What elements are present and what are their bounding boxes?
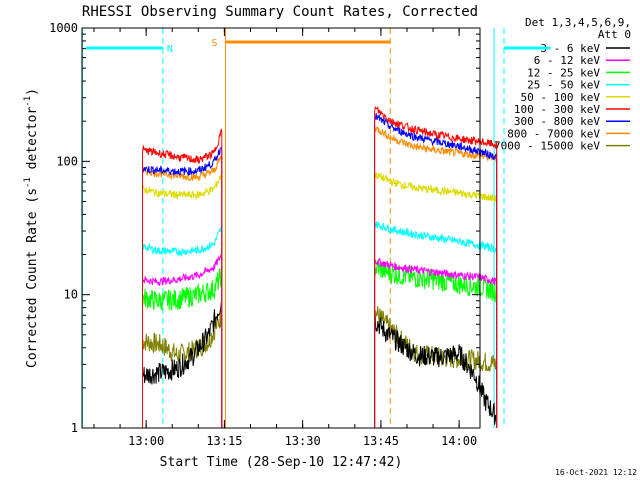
series-ff00ff-segment-2 — [374, 258, 498, 428]
plot-frame — [81, 27, 481, 429]
series-00ffff-segment-2 — [374, 221, 498, 428]
series-808000-segment-1 — [142, 310, 223, 428]
series-ff0000-segment-1 — [142, 128, 223, 428]
saa-flag-label: S — [211, 38, 217, 49]
series-ff8c00-segment-2 — [374, 125, 498, 428]
axis-ticks: 1 10 100 1000 13:00 13:15 13:30 13:45 14:00 — [49, 21, 480, 448]
series-dcdc00-segment-1 — [142, 171, 223, 428]
flag-lines: NS — [82, 28, 551, 428]
legend-label-dcdc00: 50 - 100 keV — [521, 91, 601, 104]
legend-label-808000: 7000 - 15000 keV — [494, 140, 600, 153]
series-000000-segment-1 — [142, 302, 223, 428]
legend-label-0000ff: 300 - 800 keV — [514, 115, 600, 128]
x-tick-label: 14:00 — [441, 434, 477, 448]
y-tick-label: 10 — [64, 288, 78, 302]
legend-label-00ffff: 25 - 50 keV — [527, 79, 600, 92]
series-0000ff-segment-2 — [374, 112, 498, 428]
series-dcdc00-segment-2 — [374, 172, 498, 428]
x-tick-label: 13:15 — [206, 434, 242, 448]
legend-header-attenuator: Att 0 — [598, 28, 631, 41]
series-00ffff-segment-1 — [142, 223, 223, 428]
y-tick-label: 1000 — [49, 21, 78, 35]
series-lines — [142, 105, 498, 428]
legend-header-detectors: Det 1,3,4,5,6,9, — [525, 16, 631, 29]
chart-title: RHESSI Observing Summary Count Rates, Co… — [82, 4, 478, 20]
series-000000-segment-2 — [374, 316, 498, 428]
legend-label-00ff00: 12 - 25 keV — [527, 66, 600, 79]
y-tick-label: 100 — [56, 154, 78, 168]
x-tick-label: 13:00 — [128, 434, 164, 448]
series-00ff00-segment-1 — [142, 266, 223, 428]
legend-label-ff0000: 100 - 300 keV — [514, 103, 600, 116]
timestamp: 16-Oct-2021 12:12 — [555, 468, 637, 477]
series-ff00ff-segment-1 — [142, 253, 223, 428]
x-tick-label: 13:45 — [363, 434, 399, 448]
x-tick-label: 13:30 — [285, 434, 321, 448]
night-flag-label: N — [167, 44, 173, 55]
series-ff0000-segment-2 — [374, 105, 498, 428]
y-tick-label: 1 — [71, 421, 78, 435]
series-0000ff-segment-1 — [142, 146, 223, 428]
series-00ff00-segment-2 — [374, 260, 498, 428]
legend-label-000000: 3 - 6 keV — [540, 42, 600, 55]
y-axis-label: Corrected Count Rate (s-1 detector-1) — [23, 88, 40, 368]
legend-label-ff8c00: 800 - 7000 keV — [507, 127, 600, 140]
x-axis-label: Start Time (28-Sep-10 12:47:42) — [160, 455, 403, 470]
legend-label-ff00ff: 6 - 12 keV — [534, 54, 601, 67]
